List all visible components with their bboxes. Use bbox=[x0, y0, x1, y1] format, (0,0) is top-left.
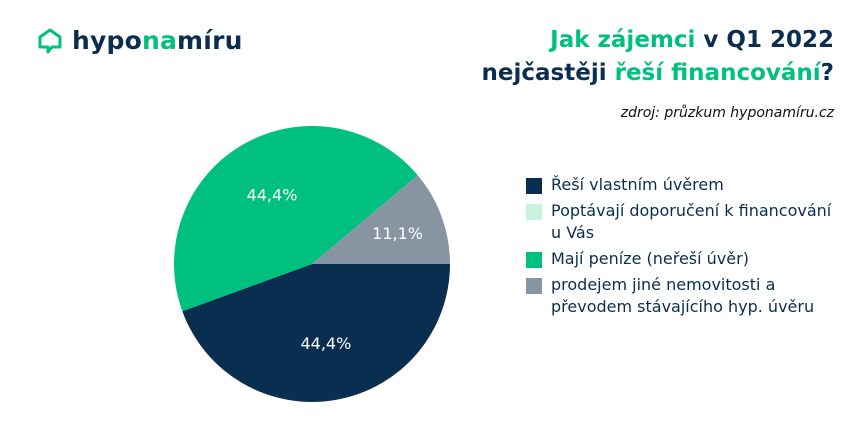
legend-label: Řeší vlastním úvěrem bbox=[551, 175, 724, 194]
pie-slice-label-2: 44,4% bbox=[247, 186, 298, 205]
legend-item: Řeší vlastním úvěrem bbox=[526, 174, 836, 196]
source-note: zdroj: průzkum hyponamíru.cz bbox=[620, 105, 834, 121]
brand-name: hyponamíru bbox=[72, 26, 243, 55]
legend-swatch bbox=[526, 252, 542, 268]
pie-chart: 44,4% 44,4% 11,1% bbox=[174, 125, 450, 402]
legend-swatch bbox=[526, 204, 542, 220]
chart-title: Jak zájemci v Q1 2022 nejčastěji řeší fi… bbox=[482, 24, 834, 90]
pie-slice-label-0: 44,4% bbox=[300, 334, 351, 353]
house-chat-icon bbox=[38, 28, 62, 53]
legend-label: Poptávají doporučení k financování u Vás bbox=[551, 201, 832, 242]
brand-logo: hyponamíru bbox=[38, 26, 243, 55]
pie-slice-0 bbox=[182, 264, 450, 402]
legend-label: prodejem jiné nemovitosti a převodem stá… bbox=[551, 275, 815, 316]
legend-item: prodejem jiné nemovitosti a převodem stá… bbox=[526, 274, 836, 318]
title-line-1: Jak zájemci v Q1 2022 bbox=[550, 27, 834, 53]
legend-swatch bbox=[526, 278, 542, 294]
legend-item: Mají peníze (neřeší úvěr) bbox=[526, 248, 836, 270]
legend-item: Poptávají doporučení k financování u Vás bbox=[526, 200, 836, 244]
legend-label: Mají peníze (neřeší úvěr) bbox=[551, 249, 749, 268]
pie-slice-3 bbox=[312, 175, 450, 264]
title-line-2: nejčastěji řeší financování? bbox=[481, 60, 834, 86]
legend-swatch bbox=[526, 178, 542, 194]
chart-legend: Řeší vlastním úvěrem Poptávají doporučení… bbox=[526, 174, 836, 322]
pie-slice-label-3: 11,1% bbox=[372, 224, 423, 243]
pie-slice-2 bbox=[174, 125, 418, 312]
